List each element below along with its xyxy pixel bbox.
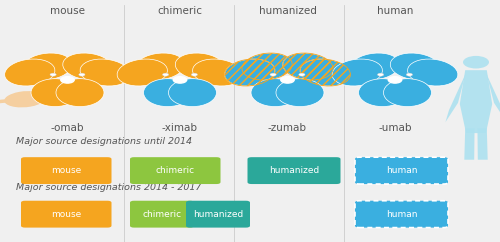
Circle shape	[50, 73, 56, 76]
Ellipse shape	[31, 79, 79, 106]
Ellipse shape	[350, 53, 400, 80]
Text: human: human	[386, 166, 417, 175]
Text: chimeric: chimeric	[142, 210, 182, 219]
FancyBboxPatch shape	[186, 201, 250, 227]
Text: Major source designations until 2014: Major source designations until 2014	[16, 137, 192, 146]
Ellipse shape	[192, 59, 243, 86]
Text: -umab: -umab	[378, 123, 412, 133]
Circle shape	[281, 77, 294, 83]
Ellipse shape	[168, 79, 216, 106]
Ellipse shape	[300, 59, 350, 86]
Ellipse shape	[56, 79, 104, 106]
Ellipse shape	[283, 53, 333, 80]
Text: mouse: mouse	[51, 166, 82, 175]
Ellipse shape	[63, 53, 113, 80]
Polygon shape	[486, 74, 500, 122]
Circle shape	[406, 73, 412, 76]
Text: humanized: humanized	[269, 166, 319, 175]
Circle shape	[378, 73, 384, 76]
FancyBboxPatch shape	[130, 201, 194, 227]
Polygon shape	[460, 70, 492, 133]
FancyBboxPatch shape	[21, 157, 112, 184]
Ellipse shape	[384, 79, 432, 106]
Polygon shape	[464, 128, 474, 160]
Ellipse shape	[224, 59, 275, 86]
Circle shape	[61, 77, 74, 83]
Text: humanized: humanized	[193, 210, 243, 219]
Text: -omab: -omab	[51, 123, 84, 133]
FancyBboxPatch shape	[355, 157, 448, 184]
FancyBboxPatch shape	[355, 201, 448, 227]
Ellipse shape	[37, 79, 50, 86]
Text: human: human	[386, 210, 417, 219]
Ellipse shape	[176, 53, 226, 80]
Ellipse shape	[4, 91, 46, 107]
Text: humanized: humanized	[258, 6, 316, 16]
Text: -zumab: -zumab	[268, 123, 307, 133]
Ellipse shape	[358, 79, 406, 106]
Ellipse shape	[80, 59, 130, 86]
Text: chimeric: chimeric	[158, 6, 202, 16]
Ellipse shape	[117, 59, 168, 86]
Ellipse shape	[251, 79, 299, 106]
Text: Major source designations 2014 - 2017: Major source designations 2014 - 2017	[16, 183, 202, 192]
Ellipse shape	[144, 79, 192, 106]
Text: mouse: mouse	[50, 6, 85, 16]
Text: chimeric: chimeric	[156, 166, 195, 175]
Polygon shape	[478, 128, 488, 160]
Ellipse shape	[242, 53, 292, 80]
Ellipse shape	[134, 53, 184, 80]
Circle shape	[270, 73, 276, 76]
Circle shape	[79, 73, 85, 76]
Circle shape	[174, 77, 186, 83]
Polygon shape	[446, 74, 466, 122]
Circle shape	[463, 56, 489, 68]
Ellipse shape	[34, 85, 60, 95]
Ellipse shape	[332, 59, 382, 86]
Circle shape	[299, 73, 305, 76]
Ellipse shape	[408, 59, 458, 86]
Ellipse shape	[276, 79, 324, 106]
FancyBboxPatch shape	[21, 201, 112, 227]
FancyBboxPatch shape	[248, 157, 340, 184]
Ellipse shape	[22, 53, 72, 80]
Circle shape	[162, 73, 168, 76]
Text: mouse: mouse	[51, 210, 82, 219]
Text: -ximab: -ximab	[162, 123, 198, 133]
Text: human: human	[377, 6, 413, 16]
Circle shape	[388, 77, 402, 83]
Ellipse shape	[390, 53, 440, 80]
FancyBboxPatch shape	[130, 157, 220, 184]
Ellipse shape	[4, 59, 55, 86]
Circle shape	[192, 73, 198, 76]
